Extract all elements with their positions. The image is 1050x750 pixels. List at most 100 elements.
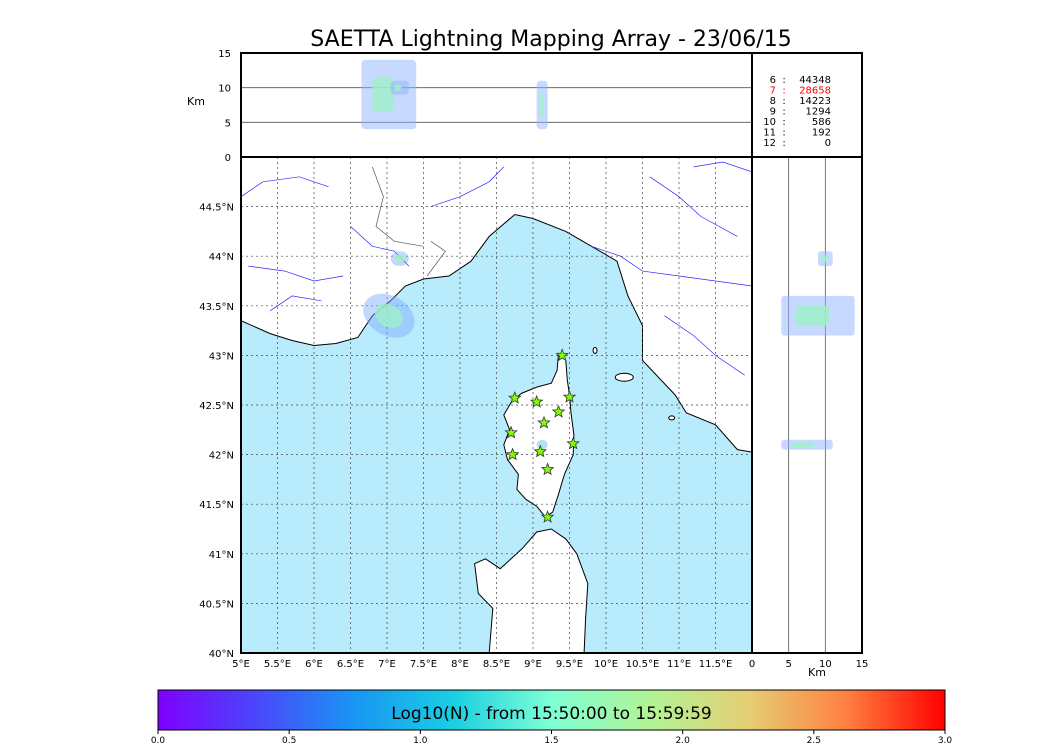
elba-island — [614, 372, 634, 382]
altitude-count-row: 6: 44348 — [770, 75, 831, 86]
latitude-altitude-panel: 0 5 10 15 Km — [749, 156, 868, 679]
lon-tick-label: 5.5°E — [264, 659, 291, 670]
station-star — [540, 462, 555, 476]
lon-tick-label: 9°E — [524, 659, 542, 670]
separator: : — [782, 96, 785, 107]
lat-tick-label: 44.5°N — [199, 203, 234, 214]
lon-tick-label: 11°E — [667, 659, 691, 670]
lon-tick-label: 7.5°E — [410, 659, 437, 670]
side-panel-background — [752, 157, 862, 653]
top-panel-background — [241, 53, 752, 157]
lightning-source-cluster — [781, 295, 855, 336]
altitude-tick-label: 5 — [225, 118, 231, 129]
altitude-km: 8 — [770, 96, 776, 107]
separator: : — [782, 128, 785, 139]
river-line — [693, 161, 752, 173]
lightning-source-cluster — [390, 80, 409, 95]
source-count: 14223 — [799, 96, 831, 107]
lon-tick-label: 6.5°E — [337, 659, 364, 670]
separator: : — [782, 86, 785, 97]
lightning-source-cluster — [363, 293, 415, 338]
land-group — [241, 157, 752, 653]
source-count: 192 — [812, 128, 831, 139]
lightning-source-cluster — [536, 439, 548, 450]
lat-tick-label: 40°N — [209, 649, 234, 660]
altitude-tick-label: 0 — [749, 659, 755, 670]
river-line — [591, 245, 752, 287]
cluster-core — [374, 303, 403, 328]
station-star — [533, 444, 548, 458]
source-count: 1294 — [806, 107, 831, 118]
colorbar-label: Log10(N) - from 15:50:00 to 15:59:59 — [391, 704, 711, 724]
river-line — [649, 176, 738, 237]
colorbar-tick-label: 2.5 — [807, 736, 821, 746]
altitude-count-table: 6:443487:286588:142239:129410:58611:1921… — [751, 52, 863, 158]
capraia-island — [592, 346, 598, 354]
cluster-core — [796, 305, 829, 326]
sardinia-land — [474, 528, 589, 653]
source-count: 28658 — [799, 86, 831, 97]
altitude-tick-label: 10 — [218, 84, 231, 95]
altitude-count-row: 9: 1294 — [770, 107, 831, 118]
station-star — [562, 389, 577, 403]
altitude-count-row: 8: 14223 — [770, 96, 831, 107]
colorbar-tick-label: 0.0 — [151, 736, 166, 746]
altitude-tick-label: 15 — [218, 49, 231, 60]
cluster-core — [372, 77, 395, 112]
cluster-core — [394, 84, 402, 92]
source-count: 0 — [825, 138, 831, 149]
river-line — [664, 315, 745, 376]
colorbar-tick-label: 0.5 — [282, 736, 296, 746]
colorbar-gradient — [157, 689, 946, 731]
lightning-source-cluster — [536, 80, 548, 130]
giglio-island — [668, 415, 676, 421]
cluster-core — [791, 442, 815, 448]
lon-tick-label: 5°E — [232, 659, 250, 670]
lon-tick-label: 11.5°E — [699, 659, 733, 670]
lat-tick-label: 42.5°N — [199, 401, 234, 412]
altitude-tick-label: 10 — [819, 659, 832, 670]
cluster-core — [394, 254, 405, 263]
lon-tick-label: 6°E — [305, 659, 323, 670]
lat-tick-label: 41.5°N — [199, 500, 234, 511]
separator: : — [782, 107, 785, 118]
altitude-tick-label: 0 — [225, 153, 231, 164]
altitude-km: 11 — [763, 128, 776, 139]
lightning-source-cluster — [390, 251, 409, 267]
altitude-count-row: 7: 28658 — [770, 86, 831, 97]
river-line — [241, 176, 329, 197]
lightning-source-cluster — [781, 439, 833, 450]
separator: : — [782, 117, 785, 128]
station-star — [505, 447, 520, 461]
corsica-land — [503, 352, 575, 518]
lat-tick-label: 44°N — [209, 252, 234, 263]
lightning-source-cluster — [361, 59, 417, 130]
source-count: 44348 — [799, 75, 831, 86]
station-star — [507, 391, 522, 404]
station-star — [504, 425, 518, 439]
mainland-land — [241, 157, 752, 453]
chart-title: SAETTA Lightning Mapping Array - 23/06/1… — [310, 27, 791, 52]
colorbar: Log10(N) - from 15:50:00 to 15:59:59 0.0 0… — [151, 689, 952, 746]
counts-frame — [751, 52, 863, 158]
border-line — [372, 166, 424, 247]
lat-tick-label: 43.5°N — [199, 302, 234, 313]
lon-tick-label: 10°E — [594, 659, 618, 670]
altitude-tick-label: 5 — [785, 659, 791, 670]
station-star — [540, 509, 555, 523]
altitude-axis-label: Km — [808, 666, 826, 679]
river-line — [248, 265, 344, 282]
altitude-axis-label: Km — [187, 95, 205, 108]
altitude-count-row: 12: 0 — [763, 138, 831, 149]
cluster-core — [820, 254, 828, 263]
colorbar-tick-label: 1.0 — [413, 736, 428, 746]
lat-tick-label: 40.5°N — [199, 599, 234, 610]
source-count: 586 — [812, 117, 831, 128]
altitude-longitude-panel: 0 5 10 15 Km — [187, 49, 753, 164]
altitude-km: 9 — [770, 107, 776, 118]
station-star — [555, 348, 569, 362]
station-star — [551, 404, 566, 418]
river-line — [430, 166, 505, 207]
station-star — [537, 415, 551, 429]
